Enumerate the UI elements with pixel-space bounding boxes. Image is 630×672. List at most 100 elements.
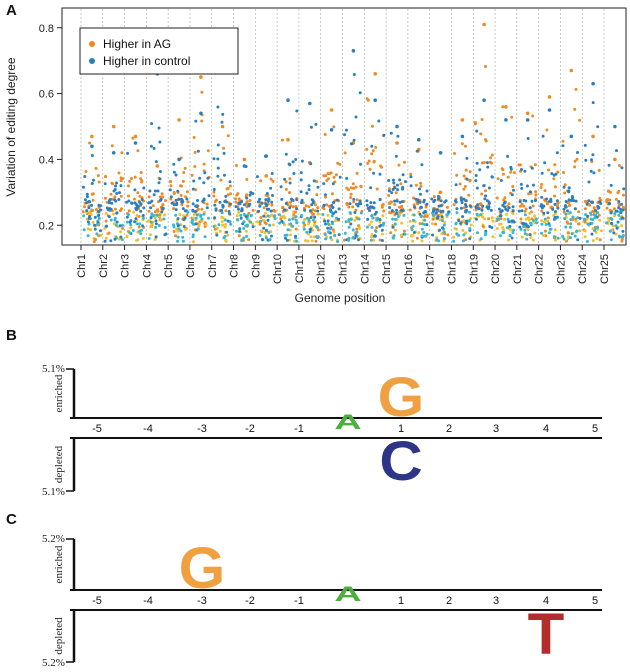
y-axis: 0.2 0.4 0.6 0.8 [39, 23, 62, 232]
point-control-chr3 [133, 220, 137, 224]
point-ag-chr18 [455, 173, 459, 177]
point-ag-chr21 [524, 217, 528, 221]
point-ag-chr21 [534, 193, 538, 197]
point-ag-chr13 [352, 186, 356, 190]
point-control-chr2 [120, 238, 124, 242]
point-control-chr22 [548, 227, 552, 231]
point-control-chr25 [619, 211, 623, 215]
point-control-chr11 [303, 208, 307, 212]
point-ag-chr18 [468, 178, 472, 182]
legend-marker-higher-in-ag [89, 41, 95, 47]
point-control-chr10 [294, 218, 298, 222]
point-control-chr10 [284, 202, 288, 205]
point-max-control-chr5 [177, 157, 181, 162]
point-control-chr1 [99, 229, 102, 233]
point-ag-chr13 [345, 202, 349, 206]
point-control-chr24 [585, 240, 589, 243]
point-ag-chr16 [409, 172, 413, 176]
point-control-chr25 [608, 229, 612, 233]
point-control-chr20 [506, 217, 510, 221]
point-control-chr8 [242, 236, 246, 240]
point-ag-chr17 [438, 218, 442, 222]
x-axis: Chr1 Chr2 Chr3 Chr4 Chr5 Chr6 Chr7 Chr8 Chr9 Chr1… [76, 245, 611, 284]
point-control-chr9 [267, 197, 271, 201]
point-max-control-chr23 [569, 134, 574, 139]
y-tick-label: 0.4 [39, 154, 54, 166]
point-control-chr22 [542, 204, 546, 208]
point-max-control-chr19 [482, 98, 486, 102]
point-control-chr9 [255, 175, 259, 179]
point-control-chr3 [138, 200, 142, 204]
point-ag-chr21 [531, 238, 535, 242]
point-control-chr2 [115, 192, 119, 195]
point-ag-chr5 [172, 207, 175, 210]
depleted-label: depleted [53, 617, 65, 655]
point-control-chr23 [562, 207, 566, 211]
point-control-chr23 [567, 186, 571, 190]
point-control-chr12 [337, 233, 341, 237]
point-ag-chr15 [393, 203, 397, 206]
point-control-chr11 [311, 201, 315, 205]
point-control-chr23 [564, 225, 568, 229]
point-control-chr23 [563, 217, 567, 220]
point-control-chr2 [114, 184, 118, 188]
point-ag-chr25 [617, 164, 621, 167]
point-control-chr17 [436, 208, 439, 212]
point-ag-chr21 [534, 190, 538, 194]
point-control-chr7 [216, 157, 220, 161]
point-control-chr7 [226, 219, 230, 223]
point-control-chr6 [207, 216, 210, 220]
point-ag-chr17 [446, 233, 450, 237]
point-ag-chr9 [271, 223, 275, 227]
point-ag-chr22 [540, 219, 544, 223]
point-control-chr15 [390, 209, 394, 213]
point-control-chr4 [157, 126, 161, 130]
point-ag-chr21 [529, 236, 533, 239]
point-control-chr24 [595, 215, 599, 219]
point-control-chr20 [500, 209, 504, 213]
point-control-chr4 [153, 189, 157, 193]
point-control-chr18 [459, 221, 463, 225]
point-control-chr9 [271, 194, 274, 197]
point-control-chr11 [315, 235, 319, 239]
point-control-chr14 [373, 212, 377, 216]
point-ag-chr18 [462, 219, 466, 223]
point-ag-chr9 [262, 206, 266, 210]
point-ag-chr13 [355, 227, 359, 231]
point-control-chr10 [287, 162, 291, 166]
point-control-chr15 [396, 183, 399, 187]
point-ag-chr3 [132, 210, 136, 214]
point-control-chr15 [392, 234, 396, 238]
point-ag-chr5 [185, 190, 189, 194]
point-control-chr18 [465, 177, 469, 181]
point-ag-chr18 [460, 142, 464, 146]
point-ag-chr19 [491, 235, 495, 239]
point-control-chr3 [125, 220, 129, 224]
point-control-chr15 [402, 213, 406, 217]
point-control-chr16 [411, 224, 415, 228]
point-control-chr19 [483, 197, 487, 201]
point-control-chr25 [616, 220, 620, 224]
point-control-chr1 [93, 215, 97, 219]
point-ag-chr5 [179, 193, 183, 197]
point-control-chr1 [81, 185, 85, 189]
point-ag-chr24 [597, 213, 601, 217]
point-control-chr1 [88, 200, 92, 204]
point-ag-chr10 [282, 214, 286, 218]
point-control-chr21 [535, 217, 538, 221]
point-ag-chr12 [334, 173, 338, 177]
point-control-chr16 [425, 202, 429, 206]
point-ag-chr13 [349, 192, 353, 196]
x-tick-label: Chr20 [490, 254, 502, 284]
point-ag-chr3 [129, 226, 133, 230]
point-control-chr14 [370, 226, 374, 229]
point-ag-chr14 [368, 223, 371, 227]
point-ag-chr19 [484, 189, 487, 193]
point-ag-chr10 [292, 213, 296, 217]
point-ag-chr14 [381, 202, 385, 206]
point-control-chr13 [355, 230, 359, 234]
point-control-chr3 [125, 200, 129, 204]
point-control-chr12 [331, 182, 335, 186]
point-control-chr20 [499, 179, 503, 182]
point-control-chr11 [316, 209, 320, 213]
